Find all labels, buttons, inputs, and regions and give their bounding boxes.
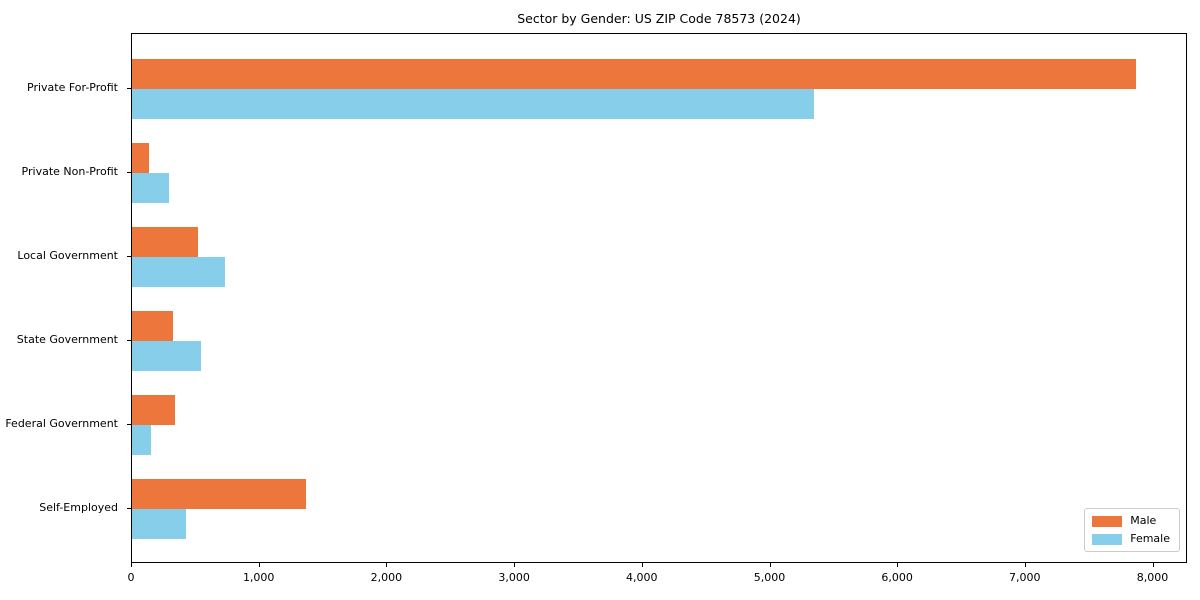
xtick-mark bbox=[1024, 563, 1026, 567]
ytick-mark bbox=[127, 508, 131, 509]
legend-item-male: Male bbox=[1092, 515, 1170, 527]
bar-male-state-government bbox=[132, 311, 173, 341]
xtick-mark bbox=[897, 563, 899, 567]
bar-female-self-employed bbox=[132, 509, 186, 539]
xtick-mark bbox=[386, 563, 388, 567]
xtick-label-7000: 7,000 bbox=[1009, 571, 1041, 584]
bar-female-federal-government bbox=[132, 425, 152, 455]
ytick-label-private-for-profit: Private For-Profit bbox=[27, 81, 118, 94]
ytick-label-state-government: State Government bbox=[16, 333, 118, 346]
ytick-mark bbox=[127, 172, 131, 173]
xtick-label-1000: 1,000 bbox=[242, 571, 275, 584]
xtick-label-3000: 3,000 bbox=[498, 571, 530, 584]
ytick-label-local-government: Local Government bbox=[17, 249, 118, 262]
xtick-label-5000: 5,000 bbox=[753, 571, 786, 584]
legend-swatch-female bbox=[1092, 533, 1123, 545]
xtick-mark bbox=[131, 563, 132, 567]
xtick-label-0: 0 bbox=[127, 571, 135, 584]
ytick-mark bbox=[127, 88, 131, 89]
xtick-mark bbox=[514, 563, 516, 567]
plot-area: Male Female bbox=[131, 33, 1187, 563]
bar-female-state-government bbox=[132, 341, 201, 371]
xtick-mark bbox=[769, 563, 771, 567]
bar-female-private-for-profit bbox=[132, 89, 814, 119]
legend: Male Female bbox=[1084, 508, 1180, 552]
bar-male-private-for-profit bbox=[132, 59, 1136, 89]
ytick-mark bbox=[127, 340, 131, 341]
xtick-label-2000: 2,000 bbox=[370, 571, 403, 584]
ytick-label-federal-government: Federal Government bbox=[5, 417, 118, 430]
bar-male-self-employed bbox=[132, 479, 306, 509]
legend-item-female: Female bbox=[1092, 533, 1170, 545]
xtick-mark bbox=[641, 563, 643, 567]
ytick-label-self-employed: Self-Employed bbox=[39, 501, 118, 514]
ytick-mark bbox=[127, 424, 131, 425]
chart-title: Sector by Gender: US ZIP Code 78573 (202… bbox=[517, 11, 801, 26]
legend-label-male: Male bbox=[1130, 514, 1157, 527]
legend-label-female: Female bbox=[1130, 532, 1170, 545]
xtick-label-6000: 6,000 bbox=[881, 571, 913, 584]
bar-female-private-non-profit bbox=[132, 173, 169, 203]
xtick-label-8000: 8,000 bbox=[1136, 571, 1169, 584]
xtick-label-4000: 4,000 bbox=[626, 571, 658, 584]
bar-male-federal-government bbox=[132, 395, 176, 425]
bar-female-local-government bbox=[132, 257, 226, 287]
xtick-mark bbox=[1152, 563, 1154, 567]
ytick-mark bbox=[127, 256, 131, 257]
xtick-mark bbox=[258, 563, 260, 567]
legend-swatch-male bbox=[1092, 515, 1123, 527]
bar-male-local-government bbox=[132, 227, 199, 257]
bar-male-private-non-profit bbox=[132, 143, 149, 173]
ytick-label-private-non-profit: Private Non-Profit bbox=[21, 165, 118, 178]
